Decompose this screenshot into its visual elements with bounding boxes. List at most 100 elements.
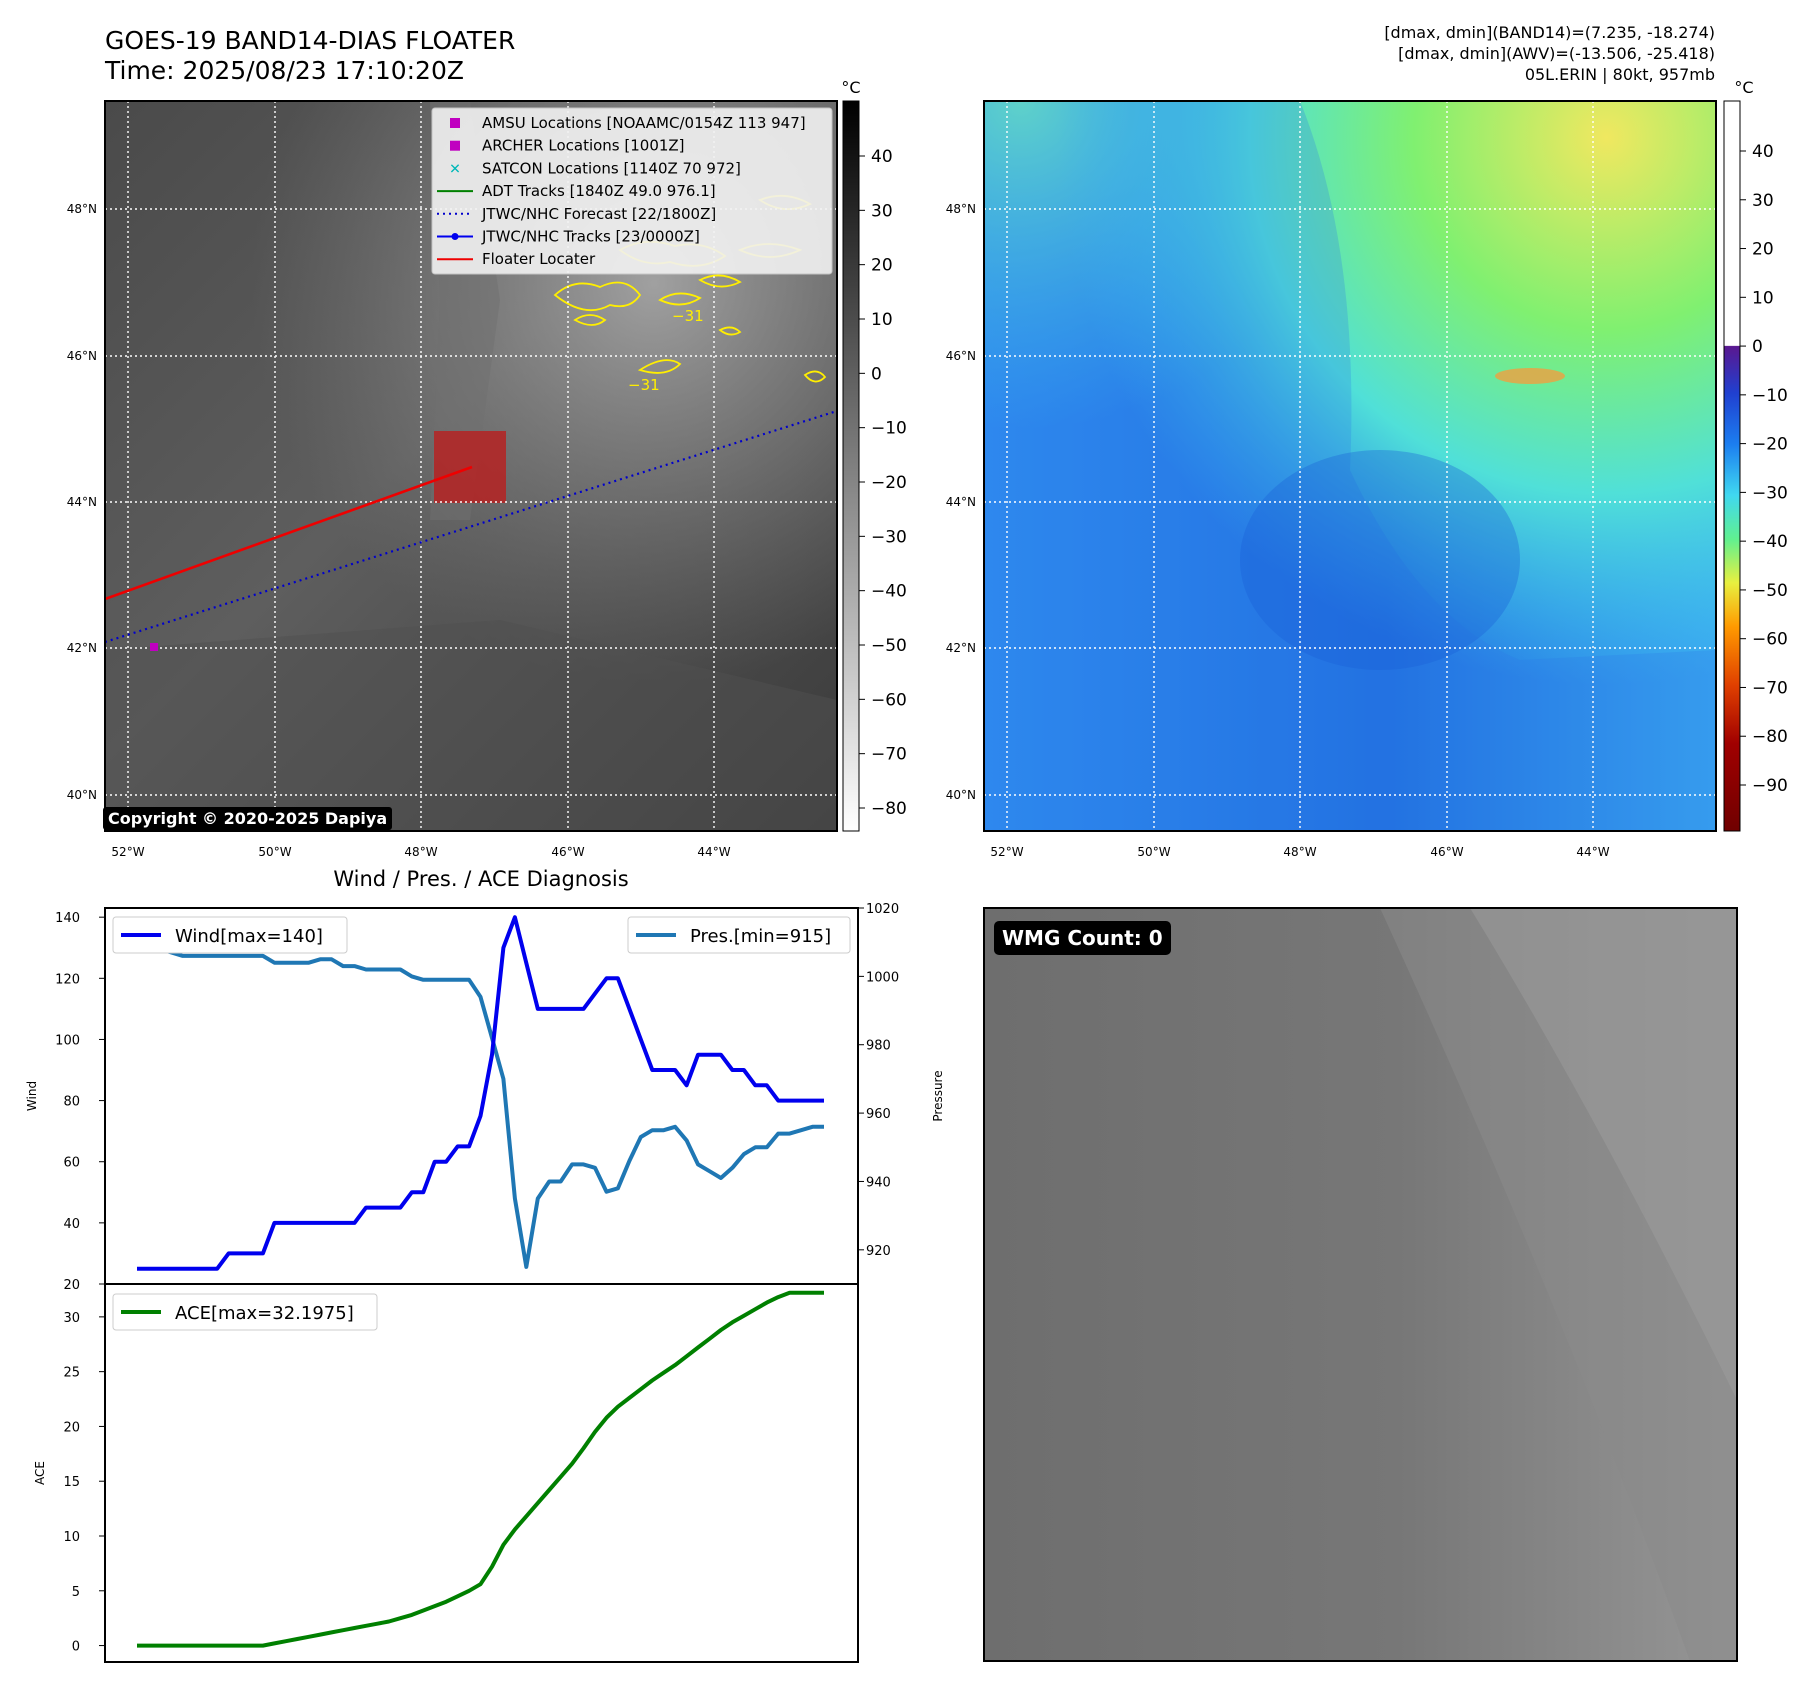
legend-marker bbox=[450, 140, 460, 151]
y2-tick-label: 1020 bbox=[866, 902, 899, 917]
wmg-panel bbox=[983, 907, 1738, 1662]
colorbar-tick-label: 20 bbox=[1752, 240, 1774, 260]
ir-map-lat-label: 44°N bbox=[67, 495, 97, 509]
wv-colorbar-unit: °C bbox=[1734, 78, 1753, 97]
colorbar-tick-label: 0 bbox=[1752, 337, 1763, 357]
legend-label: ARCHER Locations [1001Z] bbox=[482, 137, 685, 155]
y-tick-label: 80 bbox=[63, 1095, 80, 1110]
diagnosis-chart-title: Wind / Pres. / ACE Diagnosis bbox=[333, 867, 628, 891]
y-tick-label: 60 bbox=[63, 1156, 80, 1171]
pressure-series-line bbox=[137, 923, 824, 1269]
y2-tick-label: 960 bbox=[866, 1107, 891, 1122]
y-tick-label: 25 bbox=[63, 1366, 80, 1381]
y-tick-label: 10 bbox=[63, 1530, 80, 1545]
ir-map-lat-label: 46°N bbox=[67, 349, 97, 363]
ir-map-lat-label: 42°N bbox=[67, 641, 97, 655]
y2-tick-label: 1000 bbox=[866, 970, 899, 985]
colorbar-tick-label: 0 bbox=[871, 364, 882, 384]
info-band14: [dmax, dmin](BAND14)=(7.235, -18.274) bbox=[1384, 23, 1715, 42]
colorbar-tick-label: −30 bbox=[1752, 483, 1788, 503]
ir-map-lat-label: 40°N bbox=[67, 788, 97, 802]
colorbar-tick-label: −80 bbox=[871, 799, 907, 819]
wmg-count-badge: WMG Count: 0 bbox=[994, 921, 1171, 955]
wind-series-line bbox=[137, 915, 824, 1271]
pressure-legend-label: Pres.[min=915] bbox=[690, 926, 831, 947]
colorbar-tick-label: 10 bbox=[1752, 288, 1774, 308]
archer-location-marker bbox=[150, 643, 158, 651]
y2-tick-label: 920 bbox=[866, 1244, 891, 1259]
wv-map-lat-label: 46°N bbox=[946, 349, 976, 363]
legend-label: JTWC/NHC Forecast [22/1800Z] bbox=[481, 205, 716, 223]
pressure-axis-label: Pressure bbox=[931, 1070, 945, 1121]
y2-tick-label: 940 bbox=[866, 1175, 891, 1190]
legend-label: Floater Locater bbox=[482, 250, 596, 268]
ir-map-lon-label: 46°W bbox=[551, 845, 584, 859]
ace-legend-label: ACE[max=32.1975] bbox=[175, 1303, 354, 1324]
colorbar-tick-label: −50 bbox=[1752, 581, 1788, 601]
wv-map-lon-label: 44°W bbox=[1576, 845, 1609, 859]
colorbar-tick-label: −20 bbox=[1752, 435, 1788, 455]
wv-colorbar: °C 40 30 20 10 0 −10 −20 −30 −40 −50 −60 −70 −80 −90 bbox=[1723, 78, 1788, 832]
colorbar-tick-label: −60 bbox=[1752, 630, 1788, 650]
wv-map-lat-label: 48°N bbox=[946, 202, 976, 216]
colorbar-tick-label: −40 bbox=[871, 582, 907, 602]
colorbar-tick-label: −60 bbox=[871, 690, 907, 710]
floater-locater-line bbox=[105, 465, 473, 601]
map-legend: AMSU Locations [NOAAMC/0154Z 113 947] ARC… bbox=[431, 107, 833, 275]
colorbar-tick-label: 40 bbox=[1752, 142, 1774, 162]
wv-map-lon-label: 46°W bbox=[1430, 845, 1463, 859]
y-tick-label: 15 bbox=[63, 1475, 80, 1490]
ir-map-lat-label: 48°N bbox=[67, 202, 97, 216]
legend-label: AMSU Locations [NOAAMC/0154Z 113 947] bbox=[482, 114, 806, 132]
ir-map-lon-label: 52°W bbox=[111, 845, 144, 859]
colorbar-tick-label: 30 bbox=[1752, 191, 1774, 211]
colorbar-tick-label: 30 bbox=[871, 201, 893, 221]
ace-chart: 0 5 10 15 20 25 30 ACE[max=32.1975] ACE bbox=[33, 1283, 859, 1663]
y-tick-label: 0 bbox=[72, 1640, 80, 1655]
ace-series-line bbox=[137, 1290, 824, 1648]
legend-label: ADT Tracks [1840Z 49.0 976.1] bbox=[482, 182, 716, 200]
colorbar-tick-label: −70 bbox=[1752, 678, 1788, 698]
wv-map-lon-label: 48°W bbox=[1283, 845, 1316, 859]
colorbar-tick-label: −70 bbox=[871, 745, 907, 765]
stats-info: [dmax, dmin](BAND14)=(7.235, -18.274) [d… bbox=[1384, 22, 1715, 85]
colorbar-tick-label: −80 bbox=[1752, 727, 1788, 747]
y2-tick-label: 980 bbox=[866, 1039, 891, 1054]
ir-colorbar: °C 40 30 20 10 0 −10 −20 −30 −40 −50 −60 −70 −80 bbox=[841, 78, 907, 832]
ir-map-lon-label: 50°W bbox=[258, 845, 291, 859]
wv-map-lat-label: 44°N bbox=[946, 495, 976, 509]
info-storm: 05L.ERIN | 80kt, 957mb bbox=[1524, 65, 1715, 84]
legend-label: JTWC/NHC Tracks [23/0000Z] bbox=[481, 228, 700, 246]
legend-marker: ✕ bbox=[449, 161, 461, 177]
y-tick-label: 20 bbox=[63, 1420, 80, 1435]
wind-pressure-chart: 20 40 60 80 100 120 140 920 940 960 980 1000 1020 Wi… bbox=[25, 902, 945, 1293]
colorbar-tick-label: −50 bbox=[871, 636, 907, 656]
colorbar-tick-label: 10 bbox=[871, 310, 893, 330]
ace-axis-label: ACE bbox=[33, 1461, 47, 1485]
contour-label-2: −31 bbox=[628, 376, 660, 394]
wind-legend-label: Wind[max=140] bbox=[175, 926, 323, 947]
colorbar-tick-label: −10 bbox=[871, 419, 907, 439]
wind-legend: Wind[max=140] bbox=[112, 916, 348, 954]
wv-map-lat-label: 42°N bbox=[946, 641, 976, 655]
wv-map-lon-label: 50°W bbox=[1137, 845, 1170, 859]
ir-map-lon-label: 44°W bbox=[697, 845, 730, 859]
colorbar-tick-label: −10 bbox=[1752, 386, 1788, 406]
contour-label-1: −31 bbox=[672, 307, 704, 325]
legend-label: SATCON Locations [1140Z 70 972] bbox=[482, 159, 741, 177]
ir-colorbar-unit: °C bbox=[841, 78, 860, 97]
info-awv: [dmax, dmin](AWV)=(-13.506, -25.418) bbox=[1398, 44, 1715, 63]
figure-title: GOES-19 BAND14-DIAS FLOATER Time: 2025/08… bbox=[105, 26, 516, 85]
wv-map-lon-label: 52°W bbox=[990, 845, 1023, 859]
ace-legend: ACE[max=32.1975] bbox=[112, 1293, 378, 1331]
y-tick-label: 100 bbox=[55, 1033, 80, 1048]
colorbar-tick-label: −40 bbox=[1752, 532, 1788, 552]
y-tick-label: 140 bbox=[55, 911, 80, 926]
copyright-badge: Copyright © 2020-2025 Dapiya bbox=[103, 807, 393, 830]
colorbar-tick-label: −20 bbox=[871, 473, 907, 493]
legend-marker-dot bbox=[451, 233, 459, 240]
colorbar-tick-label: −30 bbox=[871, 527, 907, 547]
wv-map-lat-label: 40°N bbox=[946, 788, 976, 802]
y-tick-label: 120 bbox=[55, 972, 80, 987]
